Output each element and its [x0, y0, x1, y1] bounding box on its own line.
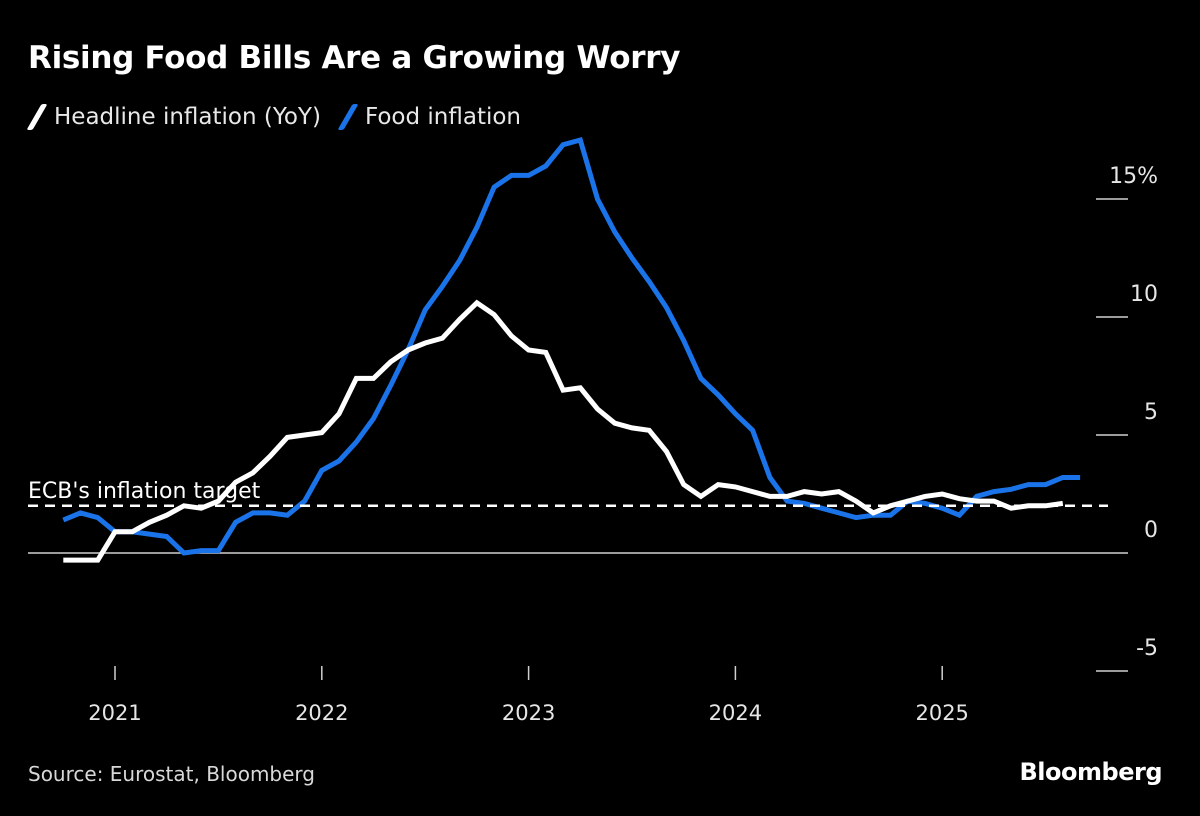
y-tick-label: 5 [1144, 400, 1158, 425]
y-tick-label: -5 [1136, 636, 1158, 661]
y-tick-label: 10 [1130, 282, 1158, 307]
y-tick-label: 15% [1109, 164, 1158, 189]
ecb-target-label: ECB's inflation target [28, 479, 261, 504]
legend-label-food: Food inflation [364, 104, 522, 130]
x-tick-label: 2023 [502, 701, 555, 725]
x-tick-label: 2022 [295, 701, 348, 725]
x-tick-label: 2024 [709, 701, 762, 725]
legend: Headline inflation (YoY) Food inflation [26, 104, 539, 130]
headline-inflation-line [63, 299, 1064, 563]
y-tick-label: 0 [1144, 518, 1158, 543]
legend-item-headline: Headline inflation (YoY) [26, 104, 321, 130]
bloomberg-logo: Bloomberg [1019, 758, 1163, 786]
x-tick-label: 2025 [915, 701, 968, 725]
x-tick-label: 2021 [88, 701, 141, 725]
source-note: Source: Eurostat, Bloomberg [28, 762, 315, 786]
chart-title: Rising Food Bills Are a Growing Worry [28, 40, 681, 76]
legend-label-headline: Headline inflation (YoY) [54, 104, 321, 130]
legend-item-food: Food inflation [337, 104, 522, 130]
